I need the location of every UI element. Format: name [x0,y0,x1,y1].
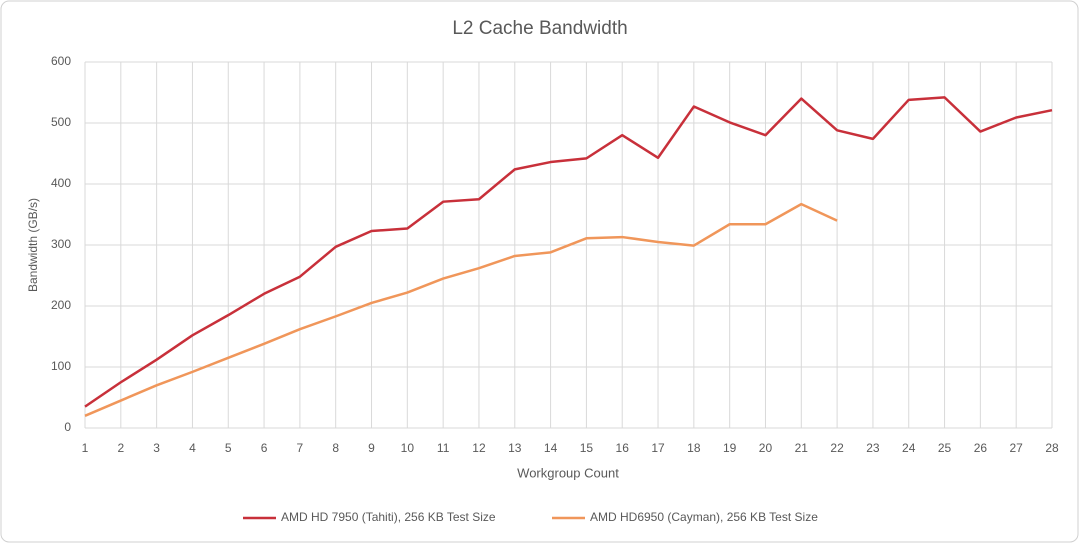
x-tick-label: 23 [866,441,880,455]
y-axis-label: Bandwidth (GB/s) [26,198,40,292]
series-line [84,96,1053,408]
x-tick-label: 9 [368,441,375,455]
x-tick-label: 19 [723,441,737,455]
legend-label: AMD HD 7950 (Tahiti), 256 KB Test Size [281,510,496,524]
x-tick-label: 10 [401,441,415,455]
x-tick-label: 4 [189,441,196,455]
x-tick-label: 13 [508,441,522,455]
y-tick-label: 400 [51,176,71,190]
x-tick-label: 21 [795,441,809,455]
x-tick-label: 18 [687,441,701,455]
x-tick-label: 2 [117,441,124,455]
y-tick-label: 200 [51,298,71,312]
x-tick-label: 5 [225,441,232,455]
series-line [84,202,838,417]
x-tick-label: 26 [974,441,988,455]
x-tick-label: 24 [902,441,916,455]
y-tick-label: 0 [64,420,71,434]
x-tick-label: 25 [938,441,952,455]
chart-title: L2 Cache Bandwidth [452,18,627,39]
x-tick-label: 6 [261,441,268,455]
x-tick-label: 1 [82,441,89,455]
x-tick-label: 3 [153,441,160,455]
y-tick-label: 600 [51,54,71,68]
legend-label: AMD HD6950 (Cayman), 256 KB Test Size [590,510,818,524]
x-tick-label: 17 [651,441,665,455]
x-tick-label: 28 [1045,441,1059,455]
x-tick-label: 14 [544,441,558,455]
x-tick-label: 12 [472,441,486,455]
x-tick-label: 7 [297,441,304,455]
y-tick-label: 100 [51,359,71,373]
x-tick-label: 8 [332,441,339,455]
x-tick-label: 11 [437,441,450,455]
x-tick-label: 15 [580,441,594,455]
y-tick-label: 500 [51,115,71,129]
x-axis-label: Workgroup Count [517,465,619,480]
x-tick-label: 16 [616,441,630,455]
x-tick-label: 27 [1010,441,1024,455]
y-tick-label: 300 [51,237,71,251]
x-tick-label: 20 [759,441,773,455]
x-tick-label: 22 [830,441,844,455]
